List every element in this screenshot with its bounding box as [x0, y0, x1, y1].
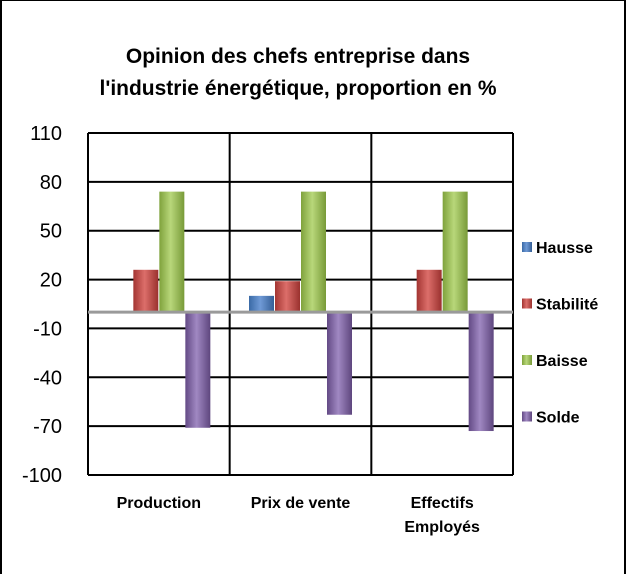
- y-axis-ticks: 110 80 50 20 -10 -40 -70 -100: [22, 123, 62, 487]
- y-tick-label-7: -100: [22, 465, 62, 487]
- legend-swatch-baisse: [522, 355, 532, 365]
- bar-stabilite-0: [133, 269, 159, 313]
- y-tick-label-0: 110: [30, 123, 62, 145]
- gridlines: [87, 132, 514, 476]
- legend-swatch-solde: [522, 411, 532, 422]
- category-label-1: Prix de vente: [251, 495, 351, 512]
- bar-solde-2: [468, 312, 494, 432]
- y-tick-label-2: 50: [40, 221, 62, 243]
- y-tick-label-3: 20: [40, 270, 62, 292]
- legend: Hausse Stabilité Baisse Solde: [522, 240, 598, 427]
- x-axis-categories: Production Prix de vente Effectifs Employés: [117, 495, 480, 536]
- bar-solde-1: [327, 312, 352, 415]
- bar-stabilite-1: [275, 281, 300, 313]
- legend-swatch-hausse: [522, 242, 532, 252]
- y-tick-label-5: -40: [33, 367, 62, 389]
- y-tick-label-1: 80: [40, 172, 62, 194]
- bar-baisse-2: [442, 191, 468, 313]
- bars: [107, 191, 494, 432]
- legend-label-stabilite: Stabilité: [536, 297, 598, 314]
- legend-label-solde: Solde: [536, 410, 580, 427]
- bar-solde-0: [185, 312, 211, 428]
- bar-baisse-1: [301, 191, 326, 313]
- category-label-2-line-1: Employés: [404, 519, 480, 536]
- chart-title-line-2: l'industrie énergétique, proportion en %: [99, 77, 496, 100]
- bar-baisse-0: [159, 191, 185, 313]
- chart-title: Opinion des chefs entreprise dans l'indu…: [99, 45, 496, 100]
- bar-hausse-1: [249, 295, 274, 313]
- chart-title-line-1: Opinion des chefs entreprise dans: [126, 45, 470, 68]
- category-label-0: Production: [117, 495, 201, 512]
- y-tick-label-4: -10: [33, 318, 62, 340]
- legend-swatch-stabilite: [522, 298, 532, 309]
- legend-label-hausse: Hausse: [536, 240, 593, 257]
- category-label-2: Effectifs: [411, 495, 474, 512]
- legend-label-baisse: Baisse: [536, 353, 588, 370]
- bar-stabilite-2: [416, 269, 442, 313]
- y-tick-label-6: -70: [33, 416, 62, 438]
